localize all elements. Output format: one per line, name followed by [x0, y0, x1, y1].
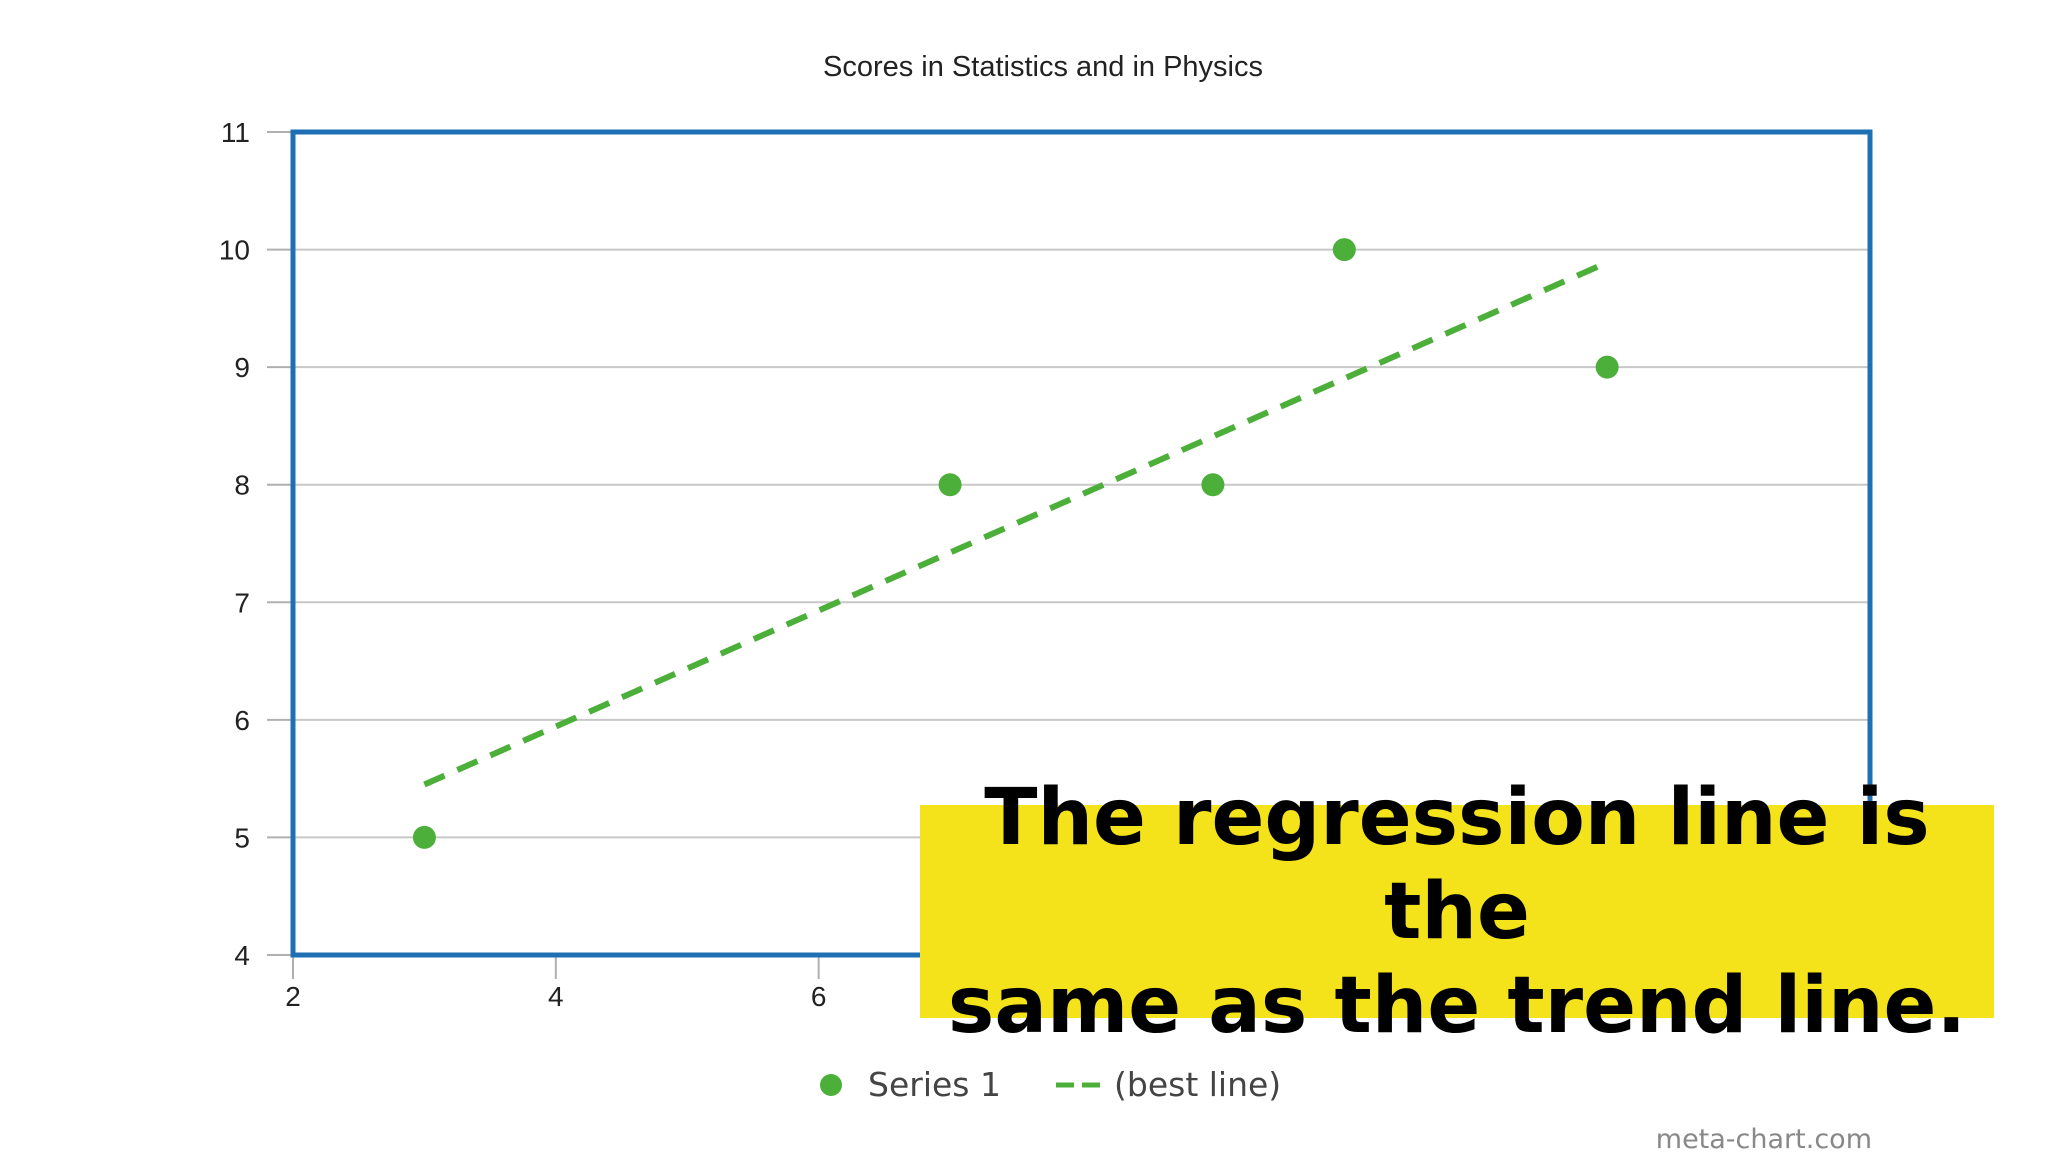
- y-tick-label: 5: [234, 822, 250, 853]
- legend-item-best-line[interactable]: (best line): [1056, 1065, 1281, 1104]
- data-point[interactable]: [1332, 238, 1356, 262]
- legend-label-series-1: Series 1: [868, 1065, 1001, 1104]
- data-point[interactable]: [412, 825, 436, 849]
- trend-line: [423, 259, 1609, 788]
- legend-marker-series-1: [820, 1074, 842, 1096]
- data-point[interactable]: [1595, 355, 1619, 379]
- y-tick-label: 8: [234, 470, 250, 501]
- data-points: [412, 238, 1619, 849]
- x-tick-label: 2: [285, 981, 301, 1012]
- data-point[interactable]: [938, 473, 962, 497]
- gridlines: [293, 248, 1870, 839]
- callout-box: The regression line is the same as the t…: [920, 773, 1994, 1051]
- legend-item-series-1[interactable]: Series 1: [820, 1065, 1001, 1104]
- y-tick-label: 9: [234, 352, 250, 383]
- y-tick-label: 11: [221, 117, 250, 148]
- data-point[interactable]: [1201, 473, 1225, 497]
- watermark[interactable]: meta-chart.com: [1656, 1124, 1872, 1152]
- legend-label-best-line: (best line): [1114, 1065, 1281, 1104]
- legend: Series 1 (best line): [820, 1065, 1281, 1104]
- x-tick-label: 6: [811, 981, 827, 1012]
- y-tick-label: 4: [234, 940, 250, 971]
- y-axis: 4 5 6 7 8 9 10 11: [219, 117, 293, 971]
- x-tick-label: 4: [548, 981, 564, 1012]
- x-axis: 2 4 6: [285, 955, 826, 1012]
- callout-text: The regression line is the same as the t…: [947, 772, 1967, 1051]
- y-tick-label: 6: [234, 705, 250, 736]
- y-tick-label: 7: [234, 587, 250, 618]
- chart-title: Scores in Statistics and in Physics: [823, 51, 1263, 83]
- y-tick-label: 10: [219, 235, 250, 266]
